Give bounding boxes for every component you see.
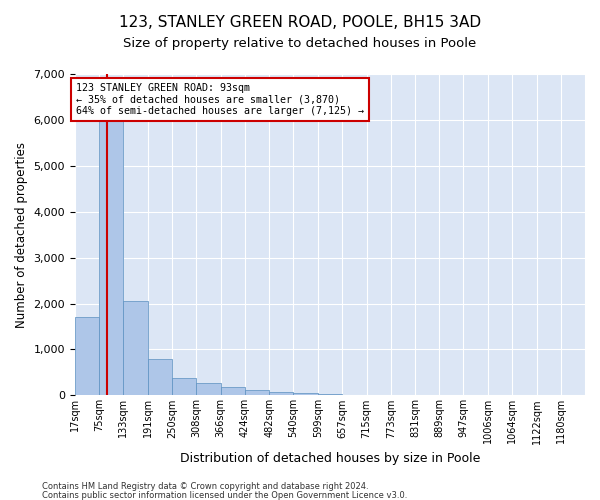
Bar	[172, 378, 196, 396]
Bar	[196, 384, 221, 396]
Bar	[99, 100, 124, 396]
Text: Contains public sector information licensed under the Open Government Licence v3: Contains public sector information licen…	[42, 490, 407, 500]
Bar	[75, 318, 99, 396]
Text: Size of property relative to detached houses in Poole: Size of property relative to detached ho…	[124, 38, 476, 51]
X-axis label: Distribution of detached houses by size in Poole: Distribution of detached houses by size …	[180, 452, 480, 465]
Bar	[245, 390, 269, 396]
Y-axis label: Number of detached properties: Number of detached properties	[15, 142, 28, 328]
Bar	[221, 388, 245, 396]
Text: Contains HM Land Registry data © Crown copyright and database right 2024.: Contains HM Land Registry data © Crown c…	[42, 482, 368, 491]
Text: 123, STANLEY GREEN ROAD, POOLE, BH15 3AD: 123, STANLEY GREEN ROAD, POOLE, BH15 3AD	[119, 15, 481, 30]
Text: 123 STANLEY GREEN ROAD: 93sqm
← 35% of detached houses are smaller (3,870)
64% o: 123 STANLEY GREEN ROAD: 93sqm ← 35% of d…	[76, 83, 364, 116]
Bar	[293, 393, 318, 396]
Bar	[148, 358, 172, 396]
Bar	[269, 392, 293, 396]
Bar	[124, 302, 148, 396]
Bar	[318, 394, 342, 396]
